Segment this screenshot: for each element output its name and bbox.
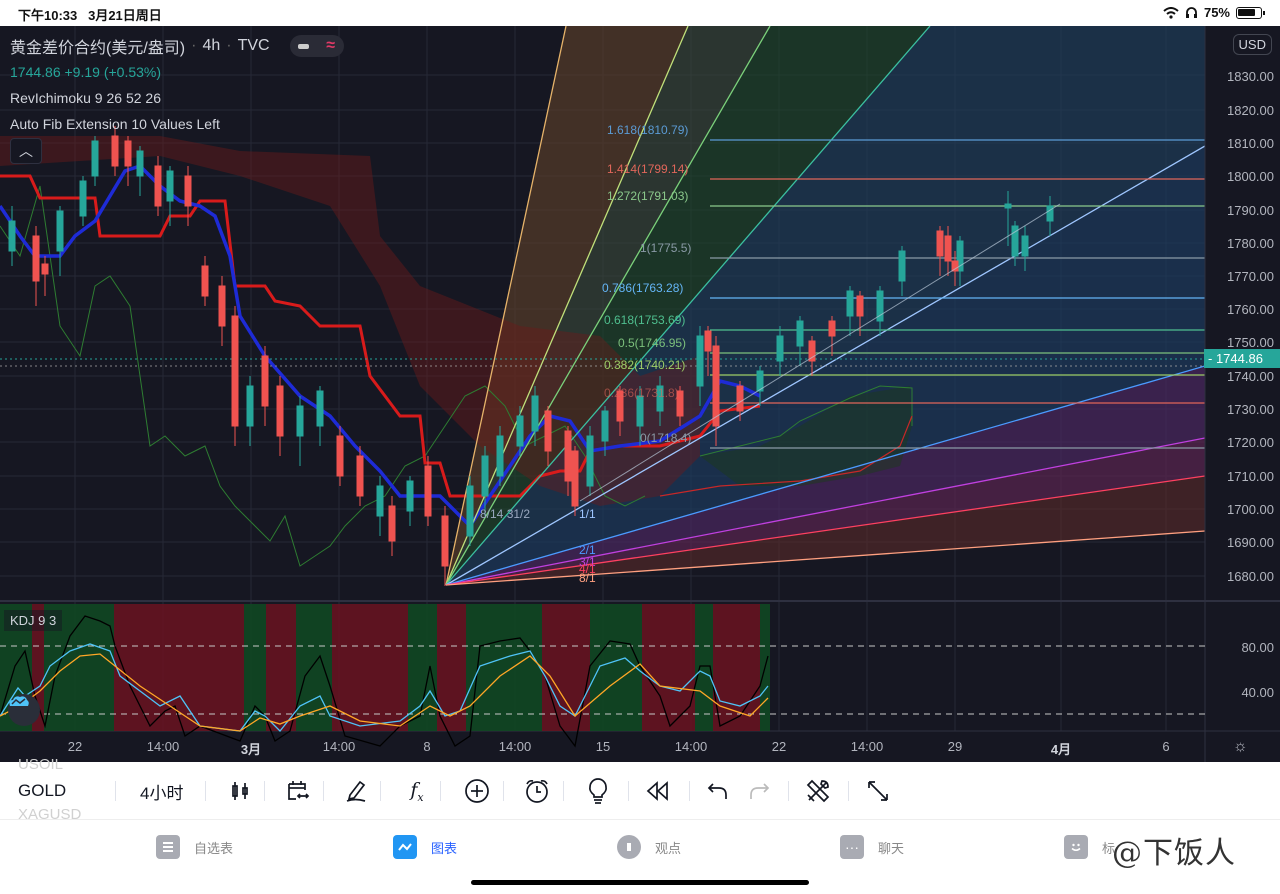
tradingview-logo[interactable]	[8, 694, 40, 726]
interval-button[interactable]: 4小时	[140, 783, 184, 803]
watermark: @下饭人	[1112, 836, 1236, 871]
chart-line-icon	[393, 835, 417, 859]
kdj-axis-80: 80.00	[1241, 640, 1274, 655]
draw-pen-icon[interactable]	[344, 778, 368, 804]
wave-icon[interactable]: ≈	[326, 37, 335, 54]
kdj-pane	[0, 604, 1205, 748]
symbol-picker[interactable]: USOIL GOLD XAGUSD	[18, 756, 128, 823]
tab-chat[interactable]: ··· 聊天	[840, 835, 904, 859]
fib-label: 0(1718.4)	[640, 431, 692, 445]
chart-legend: 黄金差价合约(美元/盎司) · 4h · TVC ≈ 1744.86 +9.19…	[10, 34, 344, 132]
status-time: 下午10:33 3月21日周日	[18, 8, 162, 23]
trend-line	[579, 203, 1061, 502]
gann-label: 3/1	[579, 555, 596, 569]
change-pct: (+0.53%)	[103, 64, 162, 80]
add-icon[interactable]	[464, 778, 490, 804]
chat-bubble-icon: ···	[840, 835, 864, 859]
fib-label: 1(1775.5)	[640, 241, 692, 255]
battery-percent: 75%	[1203, 5, 1230, 20]
tab-chart[interactable]: 图表	[393, 835, 457, 859]
last-price-tag: - 1744.86	[1204, 349, 1280, 368]
fib-label: 0.236(1731.8)	[604, 386, 679, 400]
fib-label: 0.618(1753.69)	[604, 313, 686, 327]
gann-label: 2/1	[579, 543, 596, 557]
redo-icon[interactable]	[748, 778, 770, 804]
legend-toggle-pill[interactable]: ≈	[289, 35, 344, 57]
tab-more[interactable]: 标	[1064, 835, 1115, 859]
chart-area[interactable]: 黄金差价合约(美元/盎司) · 4h · TVC ≈ 1744.86 +9.19…	[0, 26, 1280, 762]
status-bar: 下午10:33 3月21日周日 75%	[0, 0, 1280, 26]
last-price-value: 1744.86	[10, 64, 61, 80]
ichimoku-cloud-bear	[0, 136, 700, 506]
battery-icon	[1236, 6, 1265, 19]
price-change-row: 1744.86 +9.19 (+0.53%)	[10, 64, 344, 80]
symbol-next[interactable]: XAGUSD	[18, 806, 82, 823]
tenkan-line	[0, 163, 761, 529]
replay-icon[interactable]	[645, 778, 671, 804]
symbol-title-row[interactable]: 黄金差价合约(美元/盎司) · 4h · TVC ≈	[10, 34, 344, 58]
compare-calendar-icon[interactable]	[285, 778, 311, 804]
gann-label: 1/1	[579, 507, 596, 521]
ideas-lightbulb-icon[interactable]	[586, 778, 610, 804]
list-icon	[156, 835, 180, 859]
cloud-chart-icon	[9, 696, 29, 706]
bottom-tab-bar: 自选表 图表 观点 ··· 聊天 标 @下饭人	[0, 820, 1280, 894]
symbol-prev[interactable]: USOIL	[18, 756, 64, 773]
minus-icon[interactable]	[298, 43, 310, 49]
tab-ideas[interactable]: 观点	[617, 835, 681, 859]
wifi-icon	[1163, 6, 1179, 19]
candles	[8, 126, 1054, 586]
headphones-icon	[1185, 7, 1197, 18]
change-value: +9.19	[64, 64, 100, 80]
fib-label: 0.5(1746.95)	[618, 336, 687, 350]
fib-label: 0.382(1740.21)	[604, 358, 686, 372]
symbol-current[interactable]: GOLD	[18, 781, 67, 800]
chevron-up-icon: ︿	[19, 143, 33, 159]
gann-label: 8/14 31/2	[480, 507, 531, 521]
fib-label: 1.272(1791.03)	[607, 189, 689, 203]
collapse-legend-button[interactable]: ︿	[10, 138, 42, 164]
smiley-icon	[1064, 835, 1088, 859]
indicator-auto-fib[interactable]: Auto Fib Extension 10 Values Left	[10, 116, 220, 132]
lightbulb-icon	[617, 835, 641, 859]
settings-tools-icon[interactable]	[805, 778, 831, 804]
source-label: TVC	[237, 37, 270, 54]
tab-watchlist[interactable]: 自选表	[156, 835, 233, 859]
gann-label: 4/1	[579, 562, 596, 576]
symbol-name[interactable]: 黄金差价合约(美元/盎司)	[10, 40, 186, 57]
alert-clock-icon[interactable]	[524, 778, 550, 804]
chikou-span	[0, 185, 646, 567]
fib-label: 1.618(1810.79)	[607, 123, 689, 137]
status-right: 75%	[1163, 5, 1265, 20]
fib-label: 1.414(1799.14)	[607, 162, 689, 176]
currency-button[interactable]: USD	[1232, 34, 1272, 55]
kdj-axis-40: 40.00	[1241, 685, 1274, 700]
chart-settings-gear-icon[interactable]: ☼	[1233, 738, 1248, 755]
candles-icon[interactable]	[228, 778, 252, 804]
kijun-line	[0, 174, 761, 498]
indicators-fx-icon[interactable]: fx	[410, 778, 424, 804]
bottom-toolbar: USOIL GOLD XAGUSD 4小时 fx	[0, 756, 1280, 823]
fib-label: 0.786(1763.28)	[602, 281, 684, 295]
home-indicator[interactable]	[471, 880, 809, 885]
indicator-ichimoku[interactable]: RevIchimoku 9 26 52 26	[10, 90, 161, 106]
undo-icon[interactable]	[707, 778, 729, 804]
fullscreen-icon[interactable]	[866, 778, 890, 804]
ichimoku-cloud-bull	[700, 386, 912, 486]
chart-canvas[interactable]	[0, 26, 1280, 762]
kdj-indicator-label[interactable]: KDJ 9 3	[4, 610, 63, 631]
interval-label: 4h	[202, 37, 221, 54]
gann-label: 8/1	[579, 571, 596, 585]
